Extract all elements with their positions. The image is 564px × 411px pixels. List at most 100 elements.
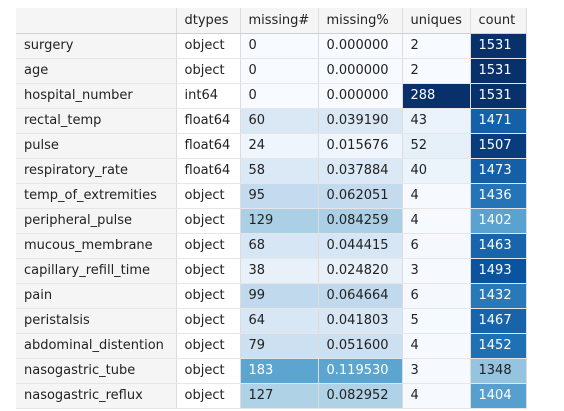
uniques-cell: 288 xyxy=(402,83,471,109)
dtype-cell: object xyxy=(176,208,241,234)
table-header: dtypes missing# missing% uniques count xyxy=(16,8,527,34)
missing-count-cell: 0 xyxy=(240,33,319,59)
missing-count-cell: 95 xyxy=(240,183,319,209)
dtype-cell: object xyxy=(176,283,241,309)
table-row: abdominal_distention object 79 0.051600 4 145… xyxy=(16,333,527,359)
missing-count-cell: 0 xyxy=(240,58,319,84)
count-cell: 1473 xyxy=(470,158,527,184)
count-cell: 1404 xyxy=(470,383,527,409)
row-label: pain xyxy=(16,283,177,309)
count-cell: 1467 xyxy=(470,308,527,334)
count-cell: 1493 xyxy=(470,258,527,284)
missing-count-cell: 0 xyxy=(240,83,319,109)
table-row: hospital_number int64 0 0.000000 288 1531 xyxy=(16,83,527,109)
uniques-cell: 2 xyxy=(402,58,471,84)
table-row: respiratory_rate float64 58 0.037884 40 1473 xyxy=(16,158,527,184)
dtype-cell: object xyxy=(176,258,241,284)
dtype-cell: object xyxy=(176,333,241,359)
row-label: age xyxy=(16,58,177,84)
count-cell: 1436 xyxy=(470,183,527,209)
dtype-cell: float64 xyxy=(176,158,241,184)
row-label: nasogastric_tube xyxy=(16,358,177,384)
table-row: temp_of_extremities object 95 0.062051 4 1436 xyxy=(16,183,527,209)
header-index xyxy=(16,8,177,34)
table-row: pulse float64 24 0.015676 52 1507 xyxy=(16,133,527,159)
uniques-cell: 52 xyxy=(402,133,471,159)
table-row: capillary_refill_time object 38 0.024820 3 14… xyxy=(16,258,527,284)
missing-count-cell: 38 xyxy=(240,258,319,284)
missing-percent-cell: 0.084259 xyxy=(318,208,403,234)
count-cell: 1348 xyxy=(470,358,527,384)
table-row: peristalsis object 64 0.041803 5 1467 xyxy=(16,308,527,334)
count-cell: 1402 xyxy=(470,208,527,234)
missing-percent-cell: 0.082952 xyxy=(318,383,403,409)
uniques-cell: 4 xyxy=(402,333,471,359)
row-label: temp_of_extremities xyxy=(16,183,177,209)
missing-percent-cell: 0.000000 xyxy=(318,33,403,59)
row-label: respiratory_rate xyxy=(16,158,177,184)
dtype-cell: object xyxy=(176,233,241,259)
missing-count-cell: 60 xyxy=(240,108,319,134)
count-cell: 1531 xyxy=(470,83,527,109)
table-body: surgery object 0 0.000000 2 1531 age object 0 0.0… xyxy=(16,33,527,409)
dtype-cell: float64 xyxy=(176,133,241,159)
header-missing-percent: missing% xyxy=(318,8,403,34)
table-row: nasogastric_tube object 183 0.119530 3 1348 xyxy=(16,358,527,384)
dtype-cell: int64 xyxy=(176,83,241,109)
missing-percent-cell: 0.119530 xyxy=(318,358,403,384)
missing-percent-cell: 0.000000 xyxy=(318,83,403,109)
missing-percent-cell: 0.024820 xyxy=(318,258,403,284)
row-label: nasogastric_reflux xyxy=(16,383,177,409)
missing-count-cell: 68 xyxy=(240,233,319,259)
row-label: abdominal_distention xyxy=(16,333,177,359)
uniques-cell: 6 xyxy=(402,283,471,309)
missing-percent-cell: 0.044415 xyxy=(318,233,403,259)
uniques-cell: 5 xyxy=(402,308,471,334)
row-label: rectal_temp xyxy=(16,108,177,134)
row-label: surgery xyxy=(16,33,177,59)
count-cell: 1471 xyxy=(470,108,527,134)
table-row: age object 0 0.000000 2 1531 xyxy=(16,58,527,84)
count-cell: 1463 xyxy=(470,233,527,259)
missing-count-cell: 127 xyxy=(240,383,319,409)
header-count: count xyxy=(470,8,527,34)
missing-percent-cell: 0.000000 xyxy=(318,58,403,84)
header-missing-count: missing# xyxy=(240,8,319,34)
table-row: rectal_temp float64 60 0.039190 43 1471 xyxy=(16,108,527,134)
uniques-cell: 3 xyxy=(402,358,471,384)
dtype-cell: float64 xyxy=(176,108,241,134)
summary-table: dtypes missing# missing% uniques count s… xyxy=(16,8,527,409)
uniques-cell: 2 xyxy=(402,33,471,59)
missing-count-cell: 64 xyxy=(240,308,319,334)
missing-count-cell: 24 xyxy=(240,133,319,159)
header-uniques: uniques xyxy=(402,8,471,34)
uniques-cell: 6 xyxy=(402,233,471,259)
uniques-cell: 43 xyxy=(402,108,471,134)
row-label: pulse xyxy=(16,133,177,159)
count-cell: 1531 xyxy=(470,58,527,84)
row-label: capillary_refill_time xyxy=(16,258,177,284)
missing-percent-cell: 0.039190 xyxy=(318,108,403,134)
dtype-cell: object xyxy=(176,358,241,384)
count-cell: 1507 xyxy=(470,133,527,159)
uniques-cell: 3 xyxy=(402,258,471,284)
dtype-cell: object xyxy=(176,183,241,209)
missing-count-cell: 99 xyxy=(240,283,319,309)
missing-percent-cell: 0.037884 xyxy=(318,158,403,184)
missing-percent-cell: 0.062051 xyxy=(318,183,403,209)
uniques-cell: 4 xyxy=(402,208,471,234)
row-label: peristalsis xyxy=(16,308,177,334)
count-cell: 1452 xyxy=(470,333,527,359)
dtype-cell: object xyxy=(176,383,241,409)
missing-percent-cell: 0.051600 xyxy=(318,333,403,359)
missing-percent-cell: 0.015676 xyxy=(318,133,403,159)
missing-count-cell: 79 xyxy=(240,333,319,359)
missing-count-cell: 183 xyxy=(240,358,319,384)
table-row: surgery object 0 0.000000 2 1531 xyxy=(16,33,527,59)
uniques-cell: 40 xyxy=(402,158,471,184)
missing-count-cell: 58 xyxy=(240,158,319,184)
missing-count-cell: 129 xyxy=(240,208,319,234)
row-label: mucous_membrane xyxy=(16,233,177,259)
count-cell: 1531 xyxy=(470,33,527,59)
uniques-cell: 4 xyxy=(402,383,471,409)
